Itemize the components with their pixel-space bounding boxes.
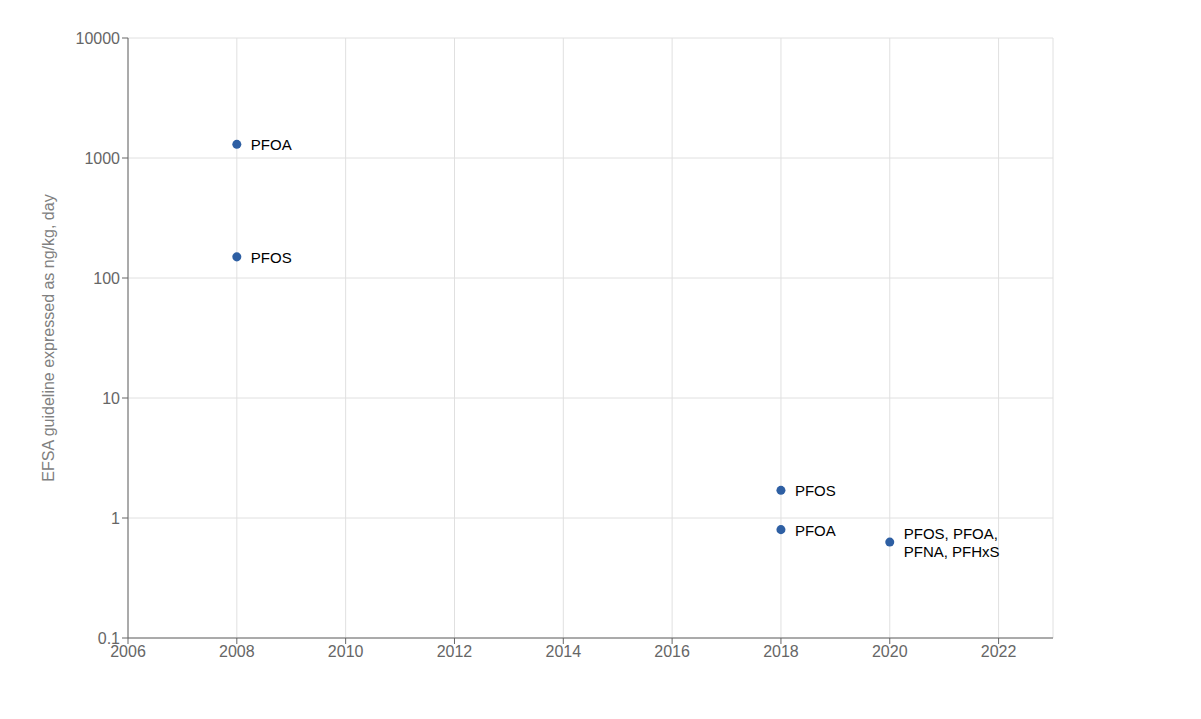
svg-text:2012: 2012 (437, 643, 473, 660)
svg-text:1: 1 (111, 510, 120, 527)
svg-text:10000: 10000 (76, 30, 121, 47)
svg-text:PFOS, PFOA,PFNA, PFHxS: PFOS, PFOA,PFNA, PFHxS (904, 525, 1000, 560)
svg-text:2022: 2022 (981, 643, 1017, 660)
svg-text:2018: 2018 (763, 643, 799, 660)
svg-text:0.1: 0.1 (98, 630, 120, 647)
svg-text:10: 10 (102, 390, 120, 407)
svg-text:EFSA guideline expressed as ng: EFSA guideline expressed as ng/kg, day (40, 194, 57, 481)
svg-text:2014: 2014 (545, 643, 581, 660)
svg-text:PFOA: PFOA (251, 136, 292, 153)
svg-text:2006: 2006 (110, 643, 146, 661)
svg-text:2016: 2016 (654, 643, 690, 660)
svg-text:PFOA: PFOA (795, 521, 836, 538)
svg-text:1000: 1000 (84, 150, 120, 167)
svg-text:PFOS: PFOS (251, 248, 292, 265)
svg-text:2020: 2020 (872, 643, 908, 660)
svg-text:2008: 2008 (219, 643, 255, 660)
svg-text:PFOS: PFOS (795, 482, 836, 499)
svg-text:100: 100 (93, 270, 120, 287)
svg-text:2010: 2010 (328, 643, 364, 660)
